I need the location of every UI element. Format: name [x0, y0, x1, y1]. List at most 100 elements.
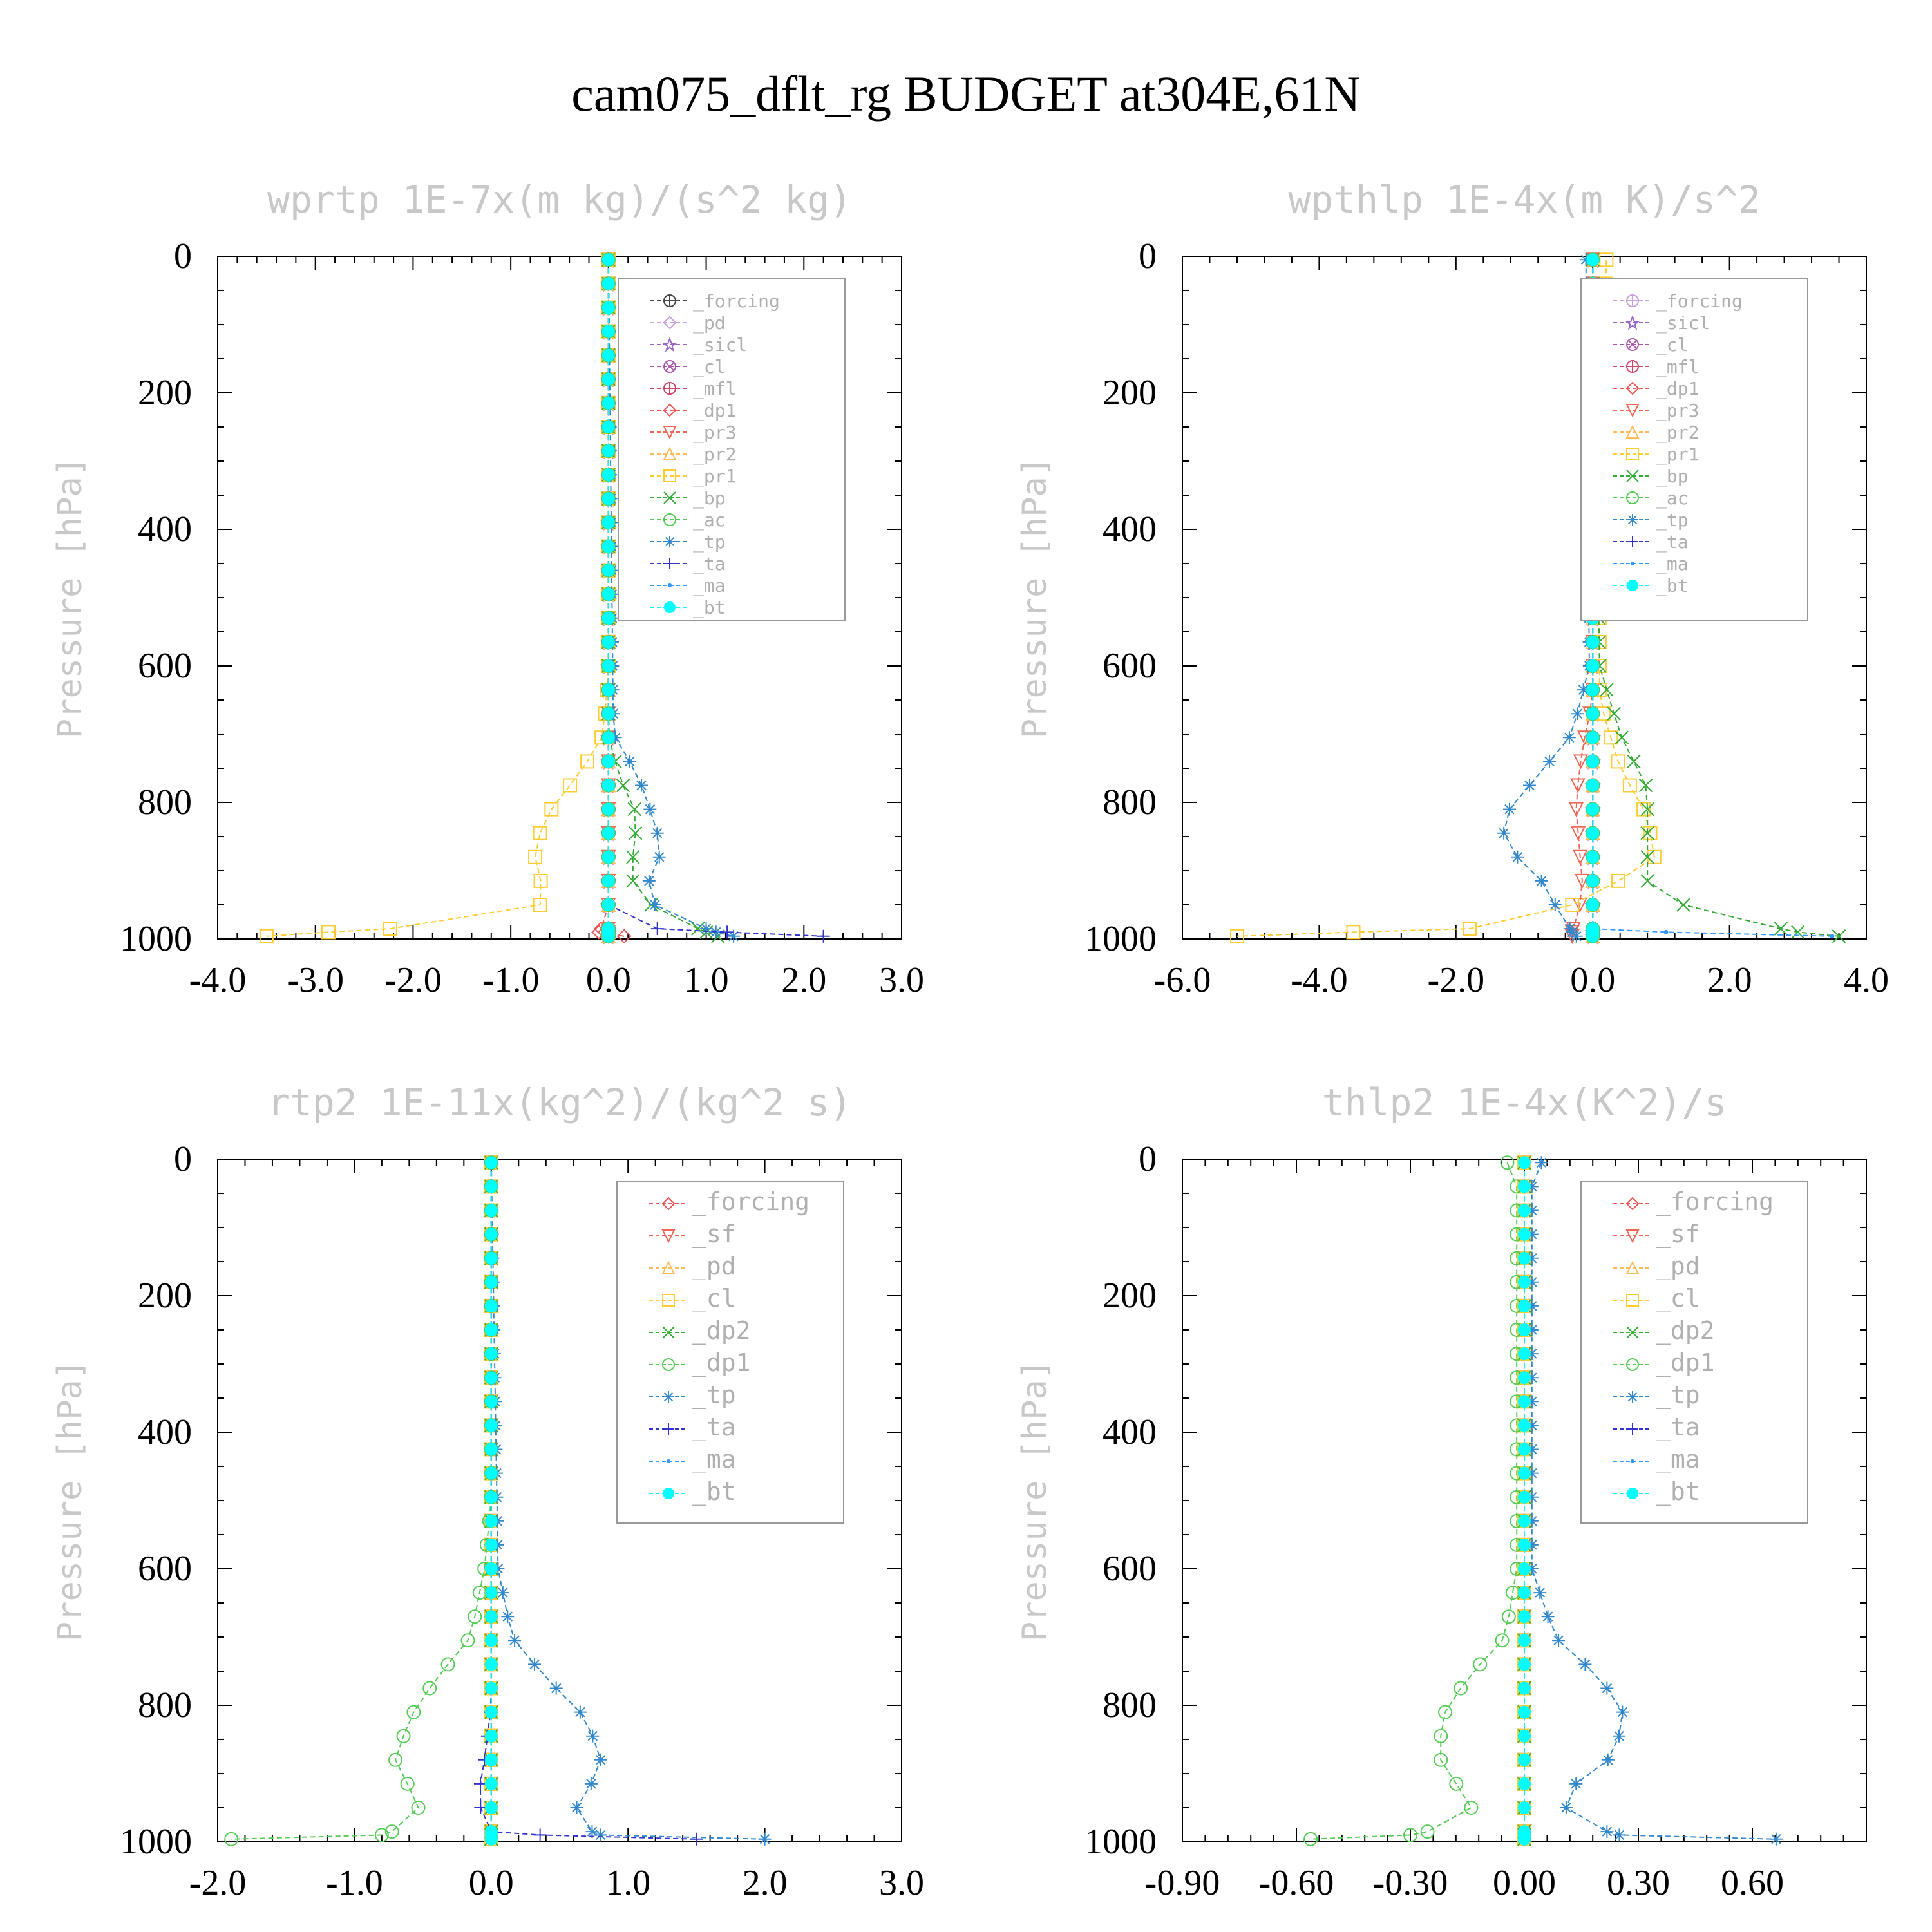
data-point: [1640, 850, 1654, 864]
data-point: [1586, 635, 1600, 649]
data-point: [1552, 1634, 1566, 1647]
data-point: [1525, 1395, 1539, 1408]
legend-label: _dp1: [1656, 378, 1699, 400]
legend-entry: _ta: [650, 553, 726, 575]
legend-label: _pr1: [1656, 444, 1699, 466]
data-point: [1607, 706, 1621, 721]
data-point: [1518, 1729, 1531, 1743]
legend-entry: _ta: [1613, 1413, 1700, 1442]
data-point: [601, 587, 615, 601]
data-point: [616, 778, 630, 793]
data-point: [1518, 1323, 1531, 1336]
data-point: [1518, 1832, 1531, 1846]
data-point: [1525, 1204, 1539, 1217]
data-point: [1600, 1681, 1614, 1695]
x-tick-label: 1.0: [605, 1863, 650, 1903]
data-point: [627, 802, 642, 817]
data-point: [1501, 1609, 1516, 1624]
panel-title: thlp2 1E-4x(K^2)/s: [1322, 1081, 1727, 1124]
y-tick-label: 600: [1103, 1549, 1157, 1589]
data-point: [650, 922, 664, 936]
legend-label: _ma: [692, 1445, 736, 1474]
data-point: [491, 1562, 505, 1575]
data-point: [1586, 874, 1600, 887]
data-point: [601, 611, 615, 625]
data-point: [406, 1705, 421, 1719]
data-point: [601, 253, 615, 267]
data-point: [570, 1801, 583, 1814]
data-point: [1229, 929, 1244, 943]
legend-label: _dp1: [693, 400, 736, 422]
data-point: [484, 1443, 498, 1456]
data-point: [1518, 1419, 1531, 1432]
data-point: [1518, 1538, 1531, 1551]
legend-label: _tp: [692, 1381, 736, 1410]
chart-panel: rtp2 1E-11x(kg^2)/(kg^2 s) Pressure [hPa]…: [51, 1081, 924, 1903]
legend-entry: _sicl: [650, 334, 747, 356]
legend-entry: _bt: [1613, 575, 1689, 597]
data-point: [623, 755, 636, 768]
data-point: [1542, 755, 1556, 768]
data-point: [1568, 802, 1584, 817]
data-point: [1586, 253, 1600, 267]
data-point: [626, 874, 640, 888]
x-tick-label: -2.0: [1427, 960, 1484, 1000]
legend-entry: _cl: [1613, 334, 1689, 356]
data-point: [601, 372, 615, 386]
data-point: [1586, 802, 1600, 816]
legend-label: _pr1: [693, 466, 736, 488]
y-tick-label: 800: [138, 1685, 192, 1725]
data-point: [1586, 929, 1600, 943]
data-point: [544, 802, 559, 817]
legend: _forcing _sf _pd _cl _dp2 _dp1 _tp _ta _ma _bt: [616, 1181, 844, 1524]
legend-box: [616, 1181, 844, 1524]
legend-entry: _ma: [650, 575, 726, 597]
data-point: [609, 731, 622, 744]
data-point: [758, 1832, 772, 1846]
data-point: [648, 898, 661, 911]
data-point: [484, 1538, 498, 1551]
data-point: [1525, 1514, 1539, 1528]
y-tick-label: 800: [1103, 1685, 1157, 1725]
legend-label: _pd: [1656, 1252, 1700, 1281]
data-point: [1518, 1227, 1531, 1241]
series-pr1: [259, 252, 616, 943]
data-point: [652, 850, 666, 864]
legend-label: _forcing: [1656, 1188, 1774, 1217]
data-point: [1518, 1371, 1531, 1385]
legend-entry: _ta: [649, 1413, 736, 1442]
data-point: [601, 635, 615, 649]
legend-label: _cl: [1656, 334, 1689, 356]
data-point: [601, 850, 615, 864]
data-point: [484, 1251, 498, 1265]
legend-entry: _pd: [650, 312, 726, 334]
legend-entry: _forcing: [649, 1188, 810, 1217]
y-axis-label: Pressure [hPa]: [51, 1359, 90, 1642]
data-point: [1769, 1832, 1783, 1846]
data-point: [1525, 1371, 1539, 1385]
legend-label: _mfl: [1656, 356, 1699, 378]
y-axis-label: Pressure [hPa]: [1016, 1359, 1054, 1642]
y-axis-label: Pressure [hPa]: [1016, 457, 1054, 739]
legend-entry: _pd: [1613, 1252, 1700, 1281]
data-point: [1403, 1828, 1417, 1842]
data-point: [1525, 1347, 1539, 1361]
x-tick-label: 3.0: [879, 960, 924, 1000]
data-point: [1586, 683, 1600, 697]
data-point: [1541, 1610, 1555, 1624]
data-point: [650, 826, 664, 840]
legend-label: _ta: [1656, 531, 1689, 553]
data-point: [484, 1562, 498, 1575]
data-point: [1636, 802, 1651, 817]
legend-entry: _cl: [649, 1284, 736, 1313]
data-point: [642, 874, 656, 887]
y-tick-label: 400: [1103, 1412, 1157, 1452]
data-point: [1420, 1824, 1435, 1839]
data-point: [727, 929, 741, 943]
data-point: [1518, 1347, 1531, 1361]
data-point: [321, 925, 336, 940]
data-point: [699, 922, 713, 936]
chart-panel: wpthlp 1E-4x(m K)/s^2 Pressure [hPa] 0 200 4…: [1016, 178, 1889, 1000]
data-point: [528, 849, 543, 864]
data-point: [1438, 1705, 1453, 1719]
